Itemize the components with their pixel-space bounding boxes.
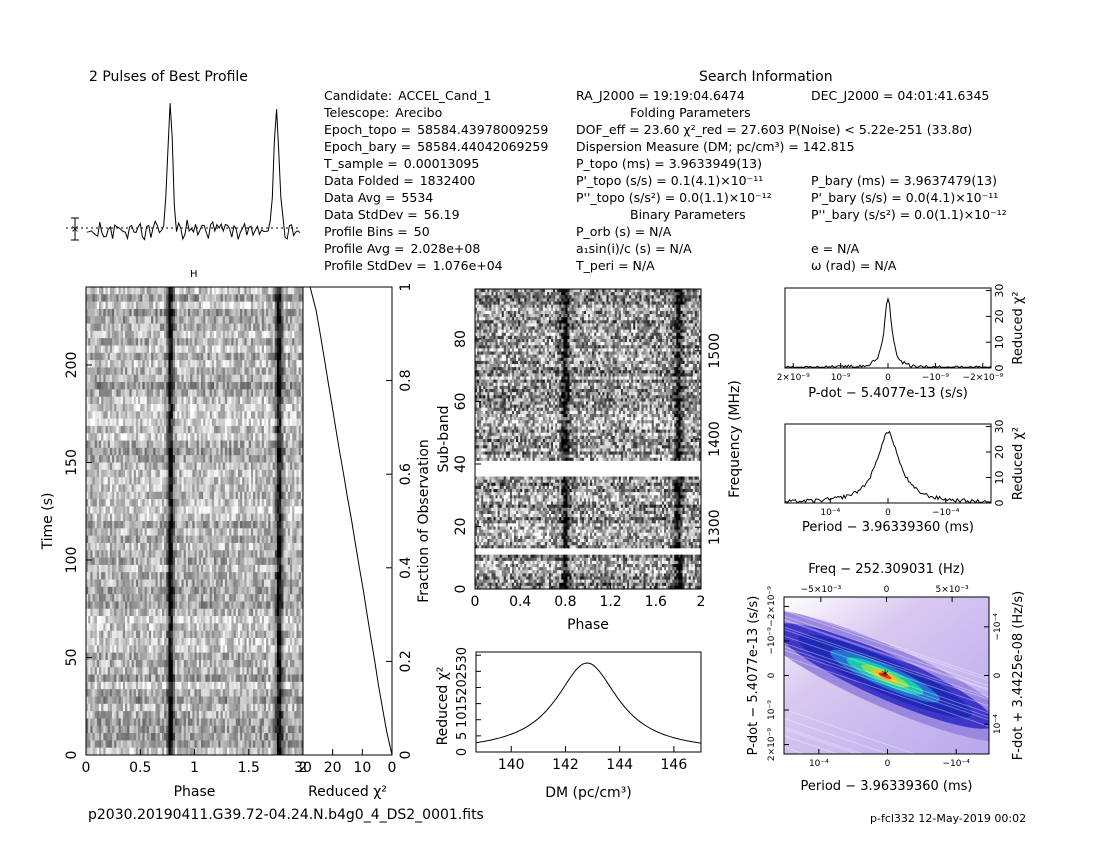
prepfold-figure: ×0 0.5 1 1.5 2050100150200PhaseTime (s)30 20 1… (0, 0, 1100, 850)
